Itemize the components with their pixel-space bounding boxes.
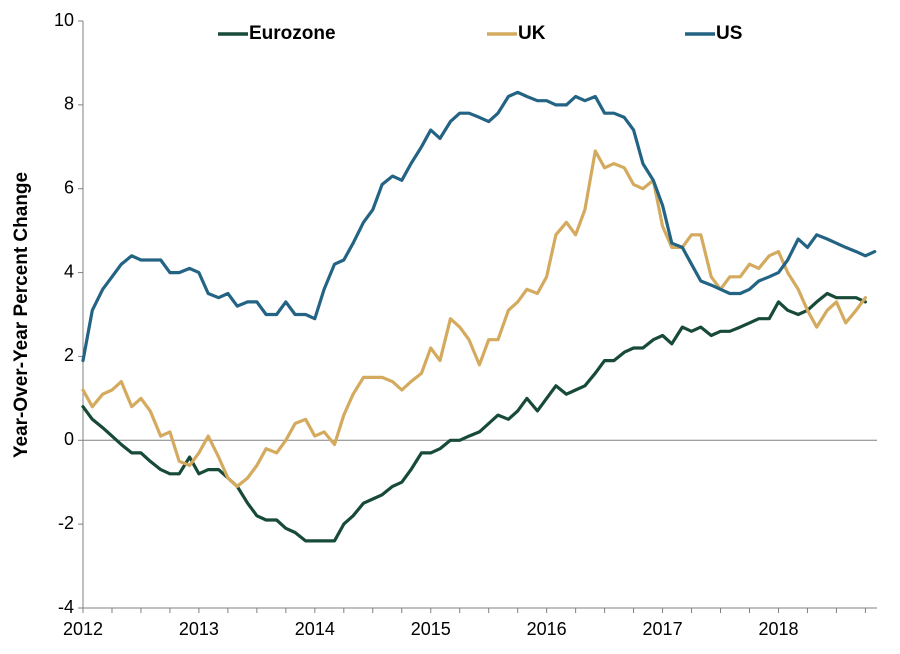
legend-label-uk: UK	[518, 23, 546, 44]
x-tick-label: 2017	[643, 619, 683, 639]
y-tick-label: 0	[64, 429, 74, 449]
legend: Eurozone UK US	[218, 23, 742, 44]
legend-label-eurozone: Eurozone	[249, 23, 336, 44]
x-tick-label: 2013	[179, 619, 219, 639]
legend-label-us: US	[716, 23, 742, 44]
axes: -4 -2 0 2 4 6 8 10 2012 2013 2014 2015 2016 2017 2018	[54, 10, 877, 639]
y-tick-label: 2	[64, 345, 74, 365]
series-line-us	[81, 90, 877, 363]
y-tick-label: -4	[58, 597, 74, 617]
y-tick-label: 8	[64, 94, 74, 114]
x-tick-label: 2015	[411, 619, 451, 639]
y-axis-label: Year-Over-Year Percent Change	[11, 172, 32, 458]
series-lines	[81, 90, 877, 543]
x-tick-label: 2016	[527, 619, 567, 639]
y-tick-label: 6	[64, 177, 74, 197]
x-tick-label: 2014	[295, 619, 335, 639]
series-line-uk	[81, 149, 868, 488]
x-tick-label: 2012	[63, 619, 103, 639]
y-tick-label: -2	[58, 513, 74, 533]
series-line-eurozone	[81, 291, 868, 543]
y-tick-label: 10	[54, 10, 74, 30]
x-tick-label: 2018	[758, 619, 798, 639]
y-tick-label: 4	[64, 261, 74, 281]
